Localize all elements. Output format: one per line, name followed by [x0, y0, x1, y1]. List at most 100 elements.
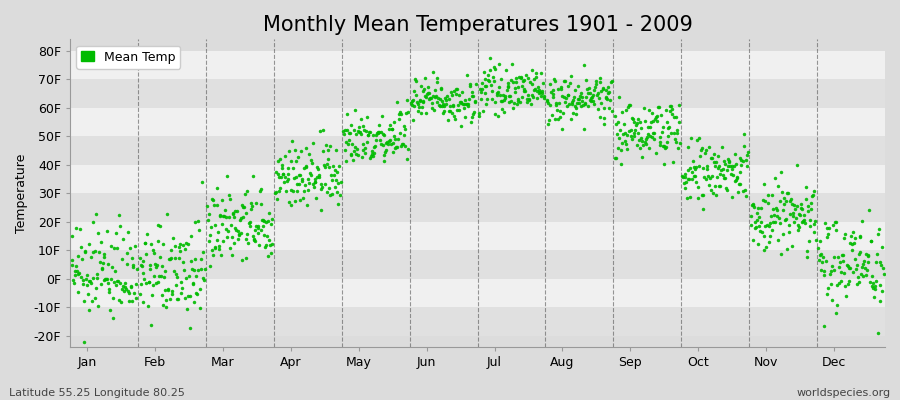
Point [391, 144, 405, 150]
Point [580, 76, 594, 83]
Point [179, 239, 194, 246]
Point [104, 264, 119, 271]
Point [459, 101, 473, 108]
Point [412, 97, 427, 104]
Point [184, 258, 198, 264]
Point [535, 90, 549, 97]
Point [821, 231, 835, 238]
Point [757, 233, 771, 240]
Point [828, 310, 842, 316]
Point [816, 272, 831, 278]
Point [361, 132, 375, 138]
Point [434, 85, 448, 91]
Point [529, 70, 544, 76]
Point [478, 83, 492, 90]
Point [865, 283, 879, 289]
Point [730, 175, 744, 181]
Point [649, 150, 663, 156]
Point [526, 76, 541, 82]
Point [302, 180, 317, 186]
Point [739, 157, 753, 163]
Point [123, 283, 138, 289]
Point [743, 213, 758, 219]
Point [432, 102, 446, 108]
Point [566, 97, 580, 103]
Point [67, 279, 81, 286]
Point [666, 159, 680, 165]
Point [823, 271, 837, 277]
Point [702, 144, 716, 150]
Point [195, 274, 210, 281]
Point [440, 93, 454, 99]
Point [457, 104, 472, 111]
Point [763, 220, 778, 226]
Point [386, 140, 400, 146]
Point [634, 135, 648, 142]
Point [314, 181, 328, 188]
Point [356, 140, 371, 147]
Point [682, 176, 697, 182]
Point [770, 213, 784, 220]
Point [73, 226, 87, 232]
Point [254, 186, 268, 192]
Point [344, 152, 358, 158]
Point [426, 93, 440, 99]
Point [315, 127, 329, 133]
Point [347, 144, 362, 150]
Point [860, 266, 874, 273]
Point [492, 84, 507, 90]
Point [382, 137, 396, 144]
Point [517, 85, 531, 92]
Point [328, 167, 342, 173]
Point [329, 177, 344, 183]
Point [680, 195, 694, 201]
Point [303, 170, 318, 176]
Point [661, 124, 675, 131]
Point [866, 279, 880, 286]
Point [107, 279, 122, 285]
Point [365, 153, 380, 160]
Point [436, 110, 451, 117]
Point [68, 263, 83, 270]
Point [458, 96, 473, 103]
Point [639, 141, 653, 148]
Point [203, 262, 218, 269]
Point [234, 229, 248, 236]
Point [311, 172, 326, 178]
Point [758, 223, 772, 229]
Point [720, 187, 734, 194]
Point [646, 130, 661, 136]
Point [344, 151, 358, 158]
Point [706, 190, 720, 197]
Point [262, 237, 276, 244]
Point [294, 176, 309, 182]
Point [299, 163, 313, 169]
Point [157, 273, 171, 280]
Point [818, 258, 832, 264]
Point [596, 84, 610, 91]
Point [780, 189, 795, 196]
Point [97, 251, 112, 257]
Point [448, 116, 463, 123]
Point [837, 270, 851, 276]
Point [832, 264, 846, 271]
Point [664, 130, 679, 136]
Point [819, 225, 833, 232]
Point [677, 180, 691, 186]
Point [186, 280, 201, 286]
Point [87, 295, 102, 302]
Point [861, 252, 876, 258]
Point [282, 148, 296, 154]
Point [647, 129, 662, 136]
Point [382, 126, 397, 132]
Point [273, 174, 287, 180]
Point [739, 193, 753, 200]
Point [757, 246, 771, 253]
Point [790, 162, 805, 168]
Point [873, 298, 887, 304]
Point [561, 92, 575, 98]
Point [845, 247, 859, 254]
Point [415, 104, 429, 110]
Point [480, 96, 494, 102]
Point [660, 139, 674, 146]
